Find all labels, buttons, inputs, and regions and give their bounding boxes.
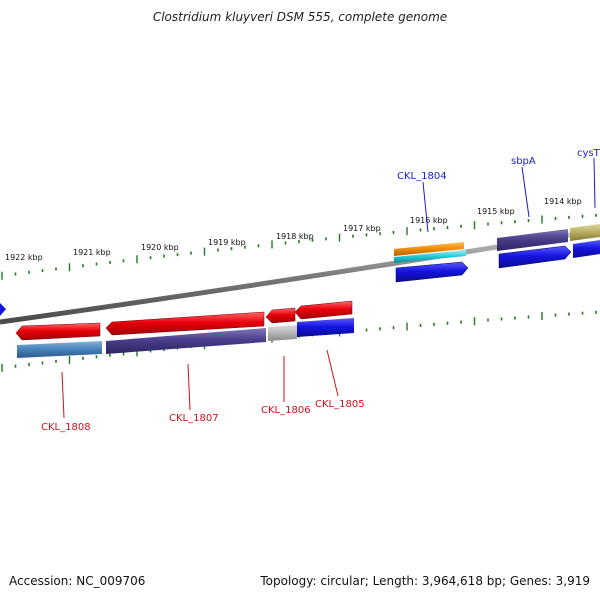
gene-sbpa-arrow[interactable] (498, 245, 572, 269)
accession-text: Accession: NC_009706 (9, 574, 146, 588)
gene-label-ckl-1805[interactable]: CKL_1805 (315, 399, 365, 410)
scale-label: 1915 kbp (477, 207, 515, 216)
leader-ckl-1807 (187, 363, 191, 411)
scale-label: 1914 kbp (544, 197, 582, 206)
gene-label-ckl-1808[interactable]: CKL_1808 (41, 422, 91, 433)
leader-ckl-1808 (61, 371, 65, 419)
genome-summary-text: Topology: circular; Length: 3,964,618 bp… (260, 574, 590, 588)
gene-label-cyst[interactable]: cysT (577, 148, 600, 159)
leader-cyst (593, 157, 596, 209)
gene-label-sbpa[interactable]: sbpA (511, 156, 536, 167)
feature-cyst-domain[interactable] (570, 224, 600, 241)
feature-ckl-1805-domain[interactable] (297, 318, 354, 337)
gene-ckl-1806-arrow[interactable] (265, 307, 296, 324)
gene-cyst-arrow[interactable] (573, 240, 600, 258)
genome-title: Clostridium kluyveri DSM 555, complete g… (152, 10, 448, 24)
upper-scale-ticks (1, 213, 597, 280)
feature-ckl-1808-domain[interactable] (17, 341, 102, 358)
leader-ckl-1804 (422, 181, 429, 233)
scale-label: 1922 kbp (5, 253, 43, 262)
feature-ckl-1804-cyan[interactable] (394, 250, 466, 263)
scale-label: 1921 kbp (73, 248, 111, 257)
scale-label: 1916 kbp (410, 216, 448, 225)
scale-label: 1920 kbp (141, 243, 179, 252)
gene-label-ckl-1806[interactable]: CKL_1806 (261, 405, 311, 416)
gene-ckl-1808-arrow[interactable] (15, 322, 101, 341)
feature-ckl-1804-orange[interactable] (394, 242, 464, 256)
scale-label: 1918 kbp (276, 232, 314, 241)
leader-sbpa (521, 166, 530, 218)
scale-label: 1919 kbp (208, 238, 246, 247)
leader-ckl-1805 (326, 349, 339, 397)
gene-ckl-1805-arrow[interactable] (294, 300, 353, 320)
scale-label: 1917 kbp (343, 224, 381, 233)
gene-ckl-1804-arrow[interactable] (395, 261, 469, 283)
gene-label-ckl-1807[interactable]: CKL_1807 (169, 413, 219, 424)
gene-ckl-1807-arrow[interactable] (105, 311, 265, 336)
gene-label-ckl-1804[interactable]: CKL_1804 (397, 171, 447, 182)
feature-sbpa-domain[interactable] (497, 229, 568, 251)
feature-ckl-1806-domain[interactable] (268, 325, 297, 341)
partial-feature-left[interactable] (0, 303, 6, 316)
lower-scale-ticks (1, 310, 597, 372)
feature-ckl-1807-domain[interactable] (106, 328, 266, 354)
